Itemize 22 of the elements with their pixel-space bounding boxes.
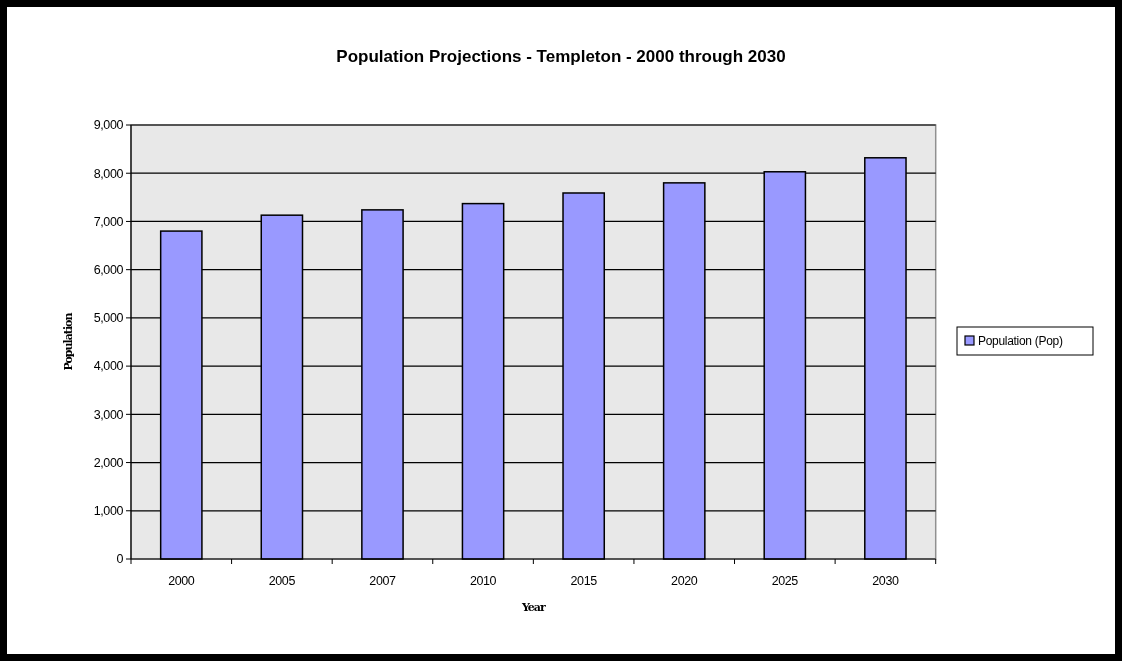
y-tick-label: 4,000	[93, 359, 124, 374]
x-axis-title: Year	[520, 601, 546, 614]
y-tick-label: 9,000	[93, 118, 124, 133]
y-tick-label: 1,000	[93, 504, 124, 519]
y-tick-label: 6,000	[93, 263, 124, 278]
x-tick-label: 2007	[369, 574, 397, 588]
y-tick-label: 0	[116, 552, 124, 567]
y-tick-label: 8,000	[93, 166, 124, 181]
x-tick-label: 2030	[872, 574, 899, 588]
legend-label: Population (Pop)	[978, 334, 1063, 348]
y-tick-label: 3,000	[93, 407, 124, 422]
x-tick-label: 2025	[771, 574, 799, 588]
y-axis-title: Population	[62, 312, 75, 371]
x-tick-label: 2005	[268, 574, 296, 588]
x-tick-label: 2010	[469, 574, 497, 588]
y-tick-label: 5,000	[93, 311, 124, 326]
x-tick-label: 2015	[570, 574, 598, 588]
y-tick-label: 7,000	[93, 214, 124, 229]
x-tick-label: 2000	[168, 574, 195, 588]
y-tick-label: 2,000	[93, 455, 124, 470]
x-tick-label: 2020	[671, 574, 698, 588]
chart-title: Population Projections - Templeton - 2000 through 2030	[336, 47, 786, 66]
